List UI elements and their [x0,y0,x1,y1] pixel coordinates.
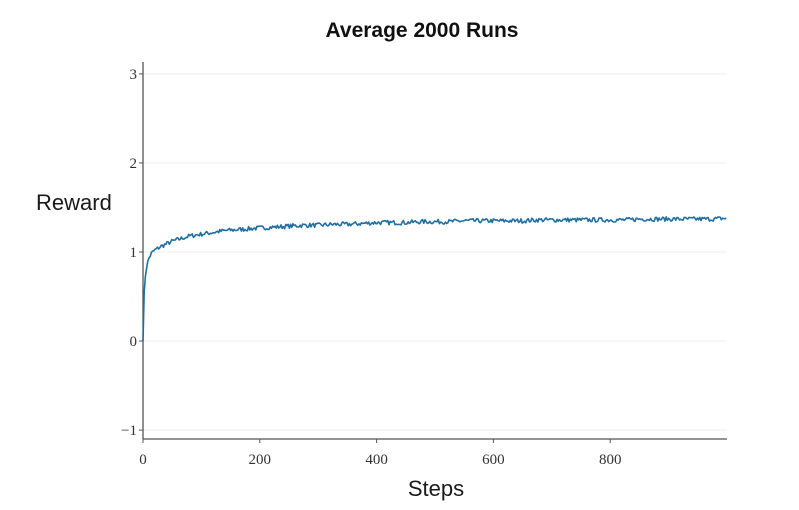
series-layer [142,216,727,342]
x-tick-label: 800 [599,452,622,468]
axes [142,62,727,440]
y-tick-label: 0 [130,334,138,350]
x-tick-label: 0 [139,452,147,468]
x-tick-label: 600 [482,452,505,468]
y-axis-label: Reward [36,190,112,215]
x-axis-label: Steps [408,476,464,501]
y-tick-label: 2 [130,156,138,172]
y-tick-label: 3 [130,67,138,83]
x-tick-label: 200 [249,452,272,468]
grid [143,73,727,431]
series-line [142,216,727,342]
x-tick-label: 400 [365,452,388,468]
y-tick-label: 1 [130,245,138,261]
chart-title: Average 2000 Runs [326,19,519,42]
y-tick-label: −1 [121,423,137,439]
